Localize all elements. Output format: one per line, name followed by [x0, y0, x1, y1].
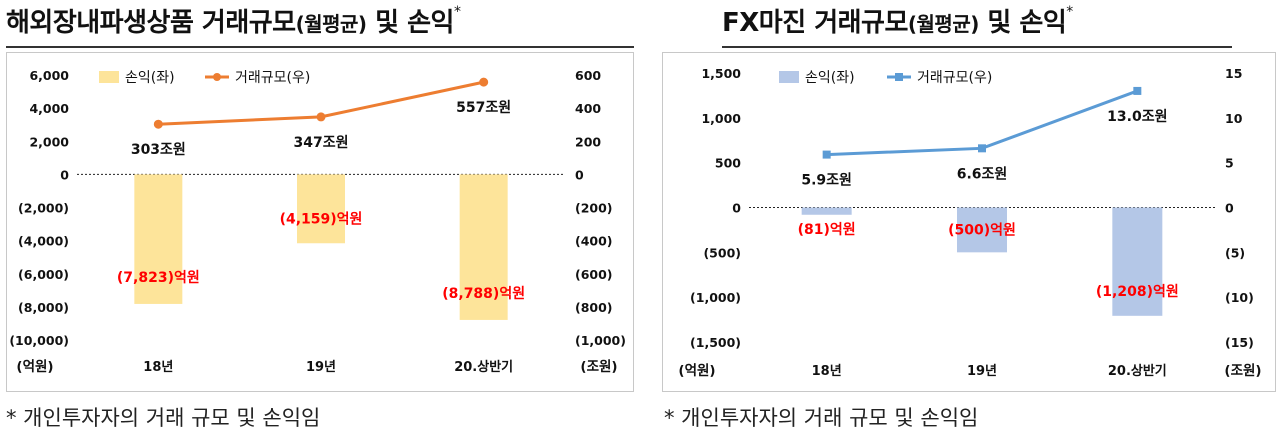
right-axis-tick-label: 5 — [1225, 156, 1234, 171]
trade-volume-point — [153, 119, 163, 129]
right-footnote: * 개인투자자의 거래 규모 및 손익임 — [664, 406, 979, 430]
left-chart-title: 해외장내파생상품 거래규모(월평균) 및 손익* — [6, 4, 461, 38]
right-title-underline — [722, 46, 1232, 48]
left-axis-tick-label: (10,000) — [9, 333, 69, 348]
trade-volume-point — [316, 112, 326, 122]
trade-volume-point — [978, 144, 986, 153]
right-axis-unit-label: (조원) — [580, 359, 617, 375]
bar-profit-loss — [957, 207, 1007, 253]
left-axis-tick-label: 2,000 — [29, 134, 69, 149]
left-title-underline — [6, 46, 634, 48]
legend-label-profit-loss: 손익(좌) — [805, 70, 855, 86]
trade-volume-data-label: 557조원 — [456, 100, 511, 116]
bar-profit-loss — [459, 174, 508, 320]
profit-loss-data-label: (8,788)억원 — [442, 286, 525, 302]
trade-volume-point — [822, 150, 831, 159]
bar-profit-loss — [1112, 207, 1163, 316]
left-chart-panel: 6,000 4,000 2,000 0 (2,000) (4,000) (6,000) (8,… — [6, 52, 634, 392]
right-axis-tick-label: (200) — [575, 201, 613, 216]
profit-loss-data-label: (1,208)억원 — [1096, 284, 1179, 300]
right-axis-tick-label: (5) — [1225, 245, 1245, 260]
right-axis-tick-label: 0 — [1225, 201, 1234, 216]
left-footnote: * 개인투자자의 거래 규모 및 손익임 — [6, 406, 321, 430]
left-axis-tick-label: (500) — [703, 245, 741, 260]
left-axis-tick-label: 4,000 — [29, 101, 69, 116]
legend-swatch-trade-volume-marker — [213, 73, 221, 81]
trade-volume-data-label: 5.9조원 — [801, 173, 852, 189]
right-axis-tick-label: (15) — [1225, 335, 1254, 350]
left-axis-tick-label: 6,000 — [29, 68, 69, 83]
right-chart-panel: 1,500 1,000 500 0 (500) (1,000) (1,500) 15 10 5 0 (… — [662, 52, 1276, 392]
legend-swatch-profit-loss — [779, 71, 799, 83]
right-axis-tick-label: (600) — [575, 267, 613, 282]
left-axis-tick-label: (8,000) — [18, 300, 69, 315]
trade-volume-point — [479, 77, 489, 87]
right-axis-tick-label: 600 — [575, 68, 601, 83]
left-axis-tick-label: (4,000) — [18, 234, 69, 249]
left-axis-unit-label: (억원) — [16, 359, 53, 375]
trade-volume-data-label: 303조원 — [131, 142, 186, 158]
trade-volume-data-label: 13.0조원 — [1107, 109, 1167, 125]
right-axis-tick-label: 15 — [1225, 66, 1242, 81]
left-chart-svg: 6,000 4,000 2,000 0 (2,000) (4,000) (6,000) (8,… — [9, 68, 626, 375]
right-chart-svg: 1,500 1,000 500 0 (500) (1,000) (1,500) 15 10 5 0 (… — [678, 66, 1261, 379]
x-axis-category-label: 19년 — [306, 360, 336, 375]
left-axis-tick-label: 0 — [732, 201, 741, 216]
legend-label-trade-volume: 거래규모(우) — [235, 70, 310, 86]
right-axis-unit-label: (조원) — [1224, 363, 1261, 379]
x-axis-category-label: 18년 — [812, 364, 842, 379]
profit-loss-data-label: (7,823)억원 — [117, 270, 200, 286]
left-axis-tick-label: (1,500) — [690, 335, 741, 350]
left-axis-tick-label: 0 — [60, 167, 69, 182]
right-axis-tick-label: 400 — [575, 101, 601, 116]
x-axis-category-label: 20.상반기 — [454, 359, 513, 375]
right-axis-tick-label: (10) — [1225, 290, 1254, 305]
legend-swatch-profit-loss — [99, 71, 119, 83]
left-axis-tick-label: 500 — [715, 156, 741, 171]
x-axis-category-label: 20.상반기 — [1108, 363, 1167, 379]
profit-loss-data-label: (4,159)억원 — [280, 211, 363, 227]
profit-loss-data-label: (500)억원 — [948, 222, 1016, 238]
x-axis-category-label: 18년 — [143, 360, 173, 375]
legend-label-trade-volume: 거래규모(우) — [917, 70, 992, 86]
right-axis-tick-label: (1,000) — [575, 333, 626, 348]
left-axis-tick-label: 1,000 — [701, 111, 741, 126]
left-axis-tick-label: 1,500 — [701, 66, 741, 81]
right-axis-tick-label: 0 — [575, 167, 584, 182]
right-axis-tick-label: (800) — [575, 300, 613, 315]
bar-profit-loss — [134, 174, 183, 304]
trade-volume-point — [1133, 86, 1142, 95]
left-axis-tick-label: (2,000) — [18, 201, 69, 216]
right-axis-tick-label: (400) — [575, 234, 613, 249]
left-axis-tick-label: (1,000) — [690, 290, 741, 305]
x-axis-category-label: 19년 — [967, 364, 997, 379]
trade-volume-data-label: 347조원 — [294, 135, 349, 151]
right-chart-title: FX마진 거래규모(월평균) 및 손익* — [722, 4, 1073, 38]
trade-volume-data-label: 6.6조원 — [957, 166, 1008, 182]
right-axis-tick-label: 10 — [1225, 111, 1243, 126]
left-axis-tick-label: (6,000) — [18, 267, 69, 282]
legend-label-profit-loss: 손익(좌) — [125, 70, 175, 86]
bar-profit-loss — [297, 174, 345, 244]
profit-loss-data-label: (81)억원 — [798, 222, 856, 238]
left-axis-unit-label: (억원) — [678, 363, 715, 379]
bar-profit-loss — [801, 207, 852, 215]
legend-swatch-trade-volume-marker — [895, 73, 903, 81]
right-axis-tick-label: 200 — [575, 134, 601, 149]
